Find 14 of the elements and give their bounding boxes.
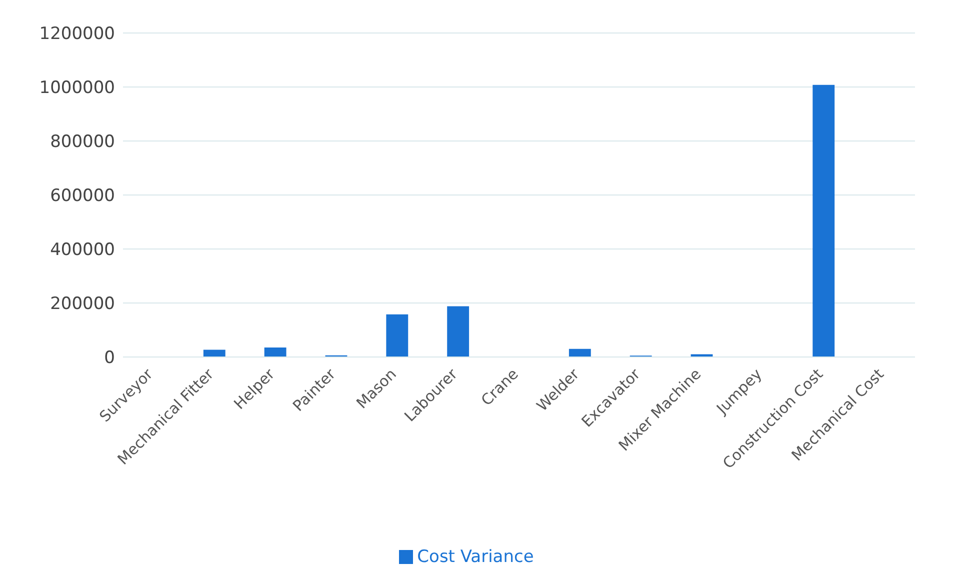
bar [447,306,470,357]
y-tick-label: 800000 [50,132,115,152]
bar [264,348,286,357]
y-tick-label: 1000000 [39,78,115,98]
legend-label: Cost Variance [417,547,534,567]
bar [386,314,408,357]
y-tick-label: 1200000 [39,24,115,44]
bar [203,350,226,357]
y-tick-label: 200000 [50,294,115,314]
bar [812,84,835,357]
y-tick-label: 0 [104,348,115,368]
y-tick-label: 400000 [50,240,115,260]
y-tick-label: 600000 [50,186,115,206]
bar [568,348,591,357]
